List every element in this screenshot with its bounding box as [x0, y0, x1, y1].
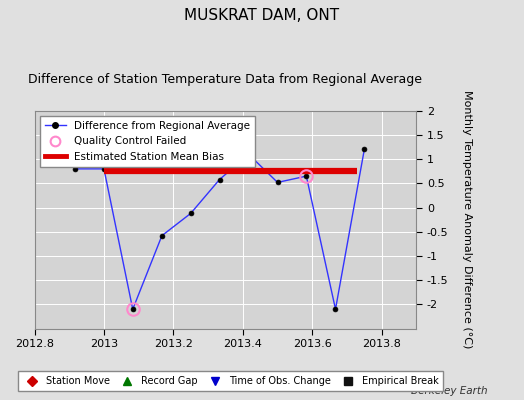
Text: Berkeley Earth: Berkeley Earth [411, 386, 487, 396]
Legend: Difference from Regional Average, Quality Control Failed, Estimated Station Mean: Difference from Regional Average, Qualit… [40, 116, 255, 167]
Y-axis label: Monthly Temperature Anomaly Difference (°C): Monthly Temperature Anomaly Difference (… [462, 90, 472, 349]
Text: MUSKRAT DAM, ONT: MUSKRAT DAM, ONT [184, 8, 340, 23]
Legend: Station Move, Record Gap, Time of Obs. Change, Empirical Break: Station Move, Record Gap, Time of Obs. C… [18, 372, 443, 391]
Title: Difference of Station Temperature Data from Regional Average: Difference of Station Temperature Data f… [28, 73, 422, 86]
